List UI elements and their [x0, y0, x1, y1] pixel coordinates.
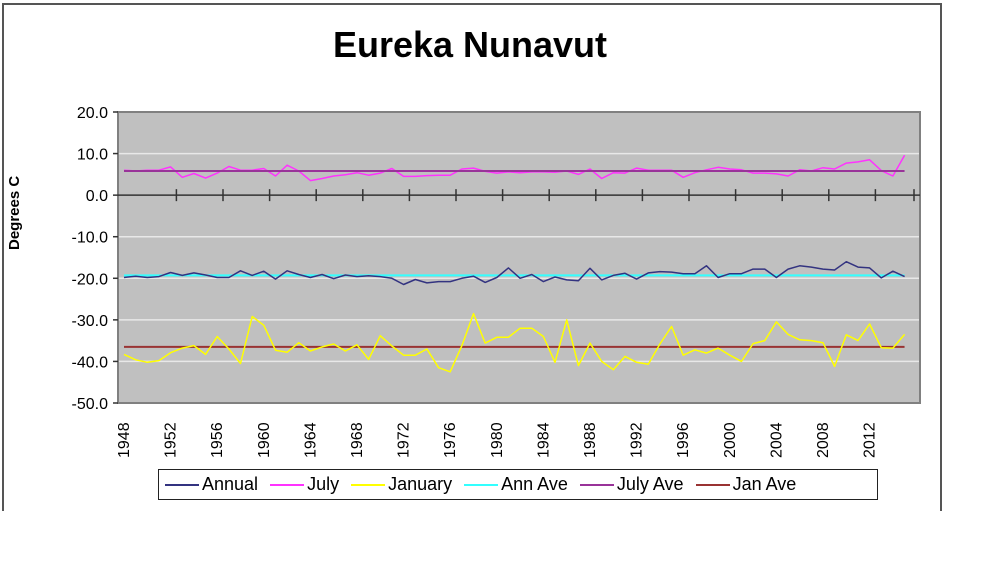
x-tick-label: 1976 [442, 422, 459, 458]
y-tick-label: 10.0 [77, 147, 108, 164]
legend-item-july-ave: July Ave [579, 474, 684, 495]
legend-label: Jan Ave [732, 474, 797, 494]
y-tick-label: -40.0 [72, 354, 109, 371]
chart-title: Eureka Nunavut [332, 24, 608, 65]
series-line-july [123, 154, 906, 182]
legend-swatch [579, 483, 614, 486]
legend-label: Annual [202, 474, 259, 494]
legend-label: July [307, 474, 340, 494]
legend-item-ann-ave: Ann Ave [464, 474, 568, 495]
x-tick-label: 1964 [302, 422, 319, 458]
legend-swatch [165, 483, 199, 486]
chart-frame [2, 3, 942, 511]
legend-label: January [388, 474, 453, 494]
x-tick-label: 2004 [768, 422, 785, 458]
x-tick-label: 1972 [396, 422, 413, 458]
legend: Annual July January Ann Ave July Ave Jan… [158, 469, 878, 500]
plot-background [117, 111, 921, 404]
legend-swatch [351, 483, 386, 486]
x-tick-label: 1996 [675, 422, 692, 458]
legend-label: Ann Ave [501, 474, 568, 494]
legend-swatch [695, 483, 730, 486]
legend-item-jan-ave: Jan Ave [695, 474, 797, 495]
x-tick-label: 1952 [163, 422, 180, 458]
legend-swatch [270, 483, 305, 486]
x-tick-label: 1948 [116, 422, 133, 458]
series-line-annual [123, 260, 905, 286]
y-tick-label: -50.0 [72, 396, 109, 413]
x-tick-label: 1992 [629, 422, 646, 458]
x-tick-label: 1988 [582, 422, 599, 458]
x-tick-label: 1956 [209, 422, 226, 458]
legend-item-annual: Annual [165, 474, 258, 495]
y-tick-label: -20.0 [72, 271, 109, 288]
legend-swatch [464, 483, 499, 486]
x-tick-label: 1984 [535, 422, 552, 458]
x-tick-label: 1968 [349, 422, 366, 458]
y-tick-label: -10.0 [72, 230, 109, 247]
x-tick-label: 2012 [862, 422, 879, 458]
legend-item-july: July [270, 474, 339, 495]
x-tick-label: 1960 [256, 422, 273, 458]
y-tick-label: -30.0 [72, 313, 109, 330]
series-line-january [123, 312, 906, 373]
y-tick-label: 20.0 [77, 105, 108, 122]
legend-item-january: January [351, 474, 452, 495]
x-tick-label: 2000 [722, 422, 739, 458]
x-tick-label: 1980 [489, 422, 506, 458]
legend-label: July Ave [616, 474, 684, 494]
y-tick-label: 0.0 [86, 188, 108, 205]
x-tick-label: 2008 [815, 422, 832, 458]
